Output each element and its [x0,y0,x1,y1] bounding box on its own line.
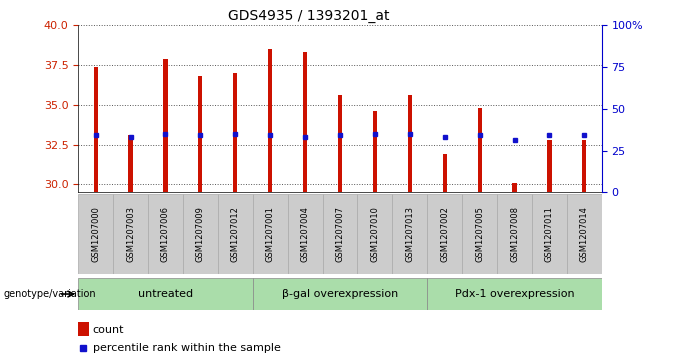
Text: GSM1207012: GSM1207012 [231,206,240,262]
Bar [94,67,98,192]
Bar [129,135,133,192]
Bar [113,194,148,274]
Bar [462,194,497,274]
Text: GSM1207010: GSM1207010 [371,206,379,262]
Bar [582,140,586,192]
Text: GSM1207006: GSM1207006 [161,206,170,262]
Bar [218,194,253,274]
Bar [567,194,602,274]
Bar [358,194,392,274]
Bar [303,52,307,192]
Title: GDS4935 / 1393201_at: GDS4935 / 1393201_at [228,9,390,23]
Bar [322,194,358,274]
Text: GSM1207008: GSM1207008 [510,206,519,262]
Bar [497,194,532,274]
Bar [532,194,567,274]
Bar [427,278,602,310]
Bar [477,108,481,192]
Bar [78,278,253,310]
Bar [233,73,237,192]
Bar [199,76,203,192]
Bar [547,140,551,192]
Bar [148,194,183,274]
Bar [253,194,288,274]
Text: GSM1207009: GSM1207009 [196,206,205,262]
Text: GSM1207005: GSM1207005 [475,206,484,262]
Text: Pdx-1 overexpression: Pdx-1 overexpression [455,289,575,299]
Bar [392,194,427,274]
Bar [338,95,342,192]
Bar [78,194,113,274]
Text: GSM1207007: GSM1207007 [335,206,345,262]
Text: GSM1207011: GSM1207011 [545,206,554,262]
Text: percentile rank within the sample: percentile rank within the sample [92,343,280,353]
Text: GSM1207001: GSM1207001 [266,206,275,262]
Text: untreated: untreated [138,289,193,299]
Bar [253,278,427,310]
Bar [373,111,377,192]
Text: GSM1207013: GSM1207013 [405,206,414,262]
Text: GSM1207000: GSM1207000 [91,206,100,262]
Bar [163,59,167,192]
Bar [183,194,218,274]
Bar [443,154,447,192]
Bar [288,194,322,274]
Text: genotype/variation: genotype/variation [3,289,96,299]
Bar [268,49,272,192]
Bar [78,322,88,336]
Text: count: count [92,325,124,335]
Bar [408,95,412,192]
Bar [513,183,517,192]
Text: GSM1207014: GSM1207014 [580,206,589,262]
Text: GSM1207002: GSM1207002 [440,206,449,262]
Text: GSM1207003: GSM1207003 [126,206,135,262]
Text: GSM1207004: GSM1207004 [301,206,309,262]
Text: β-gal overexpression: β-gal overexpression [282,289,398,299]
Bar [427,194,462,274]
